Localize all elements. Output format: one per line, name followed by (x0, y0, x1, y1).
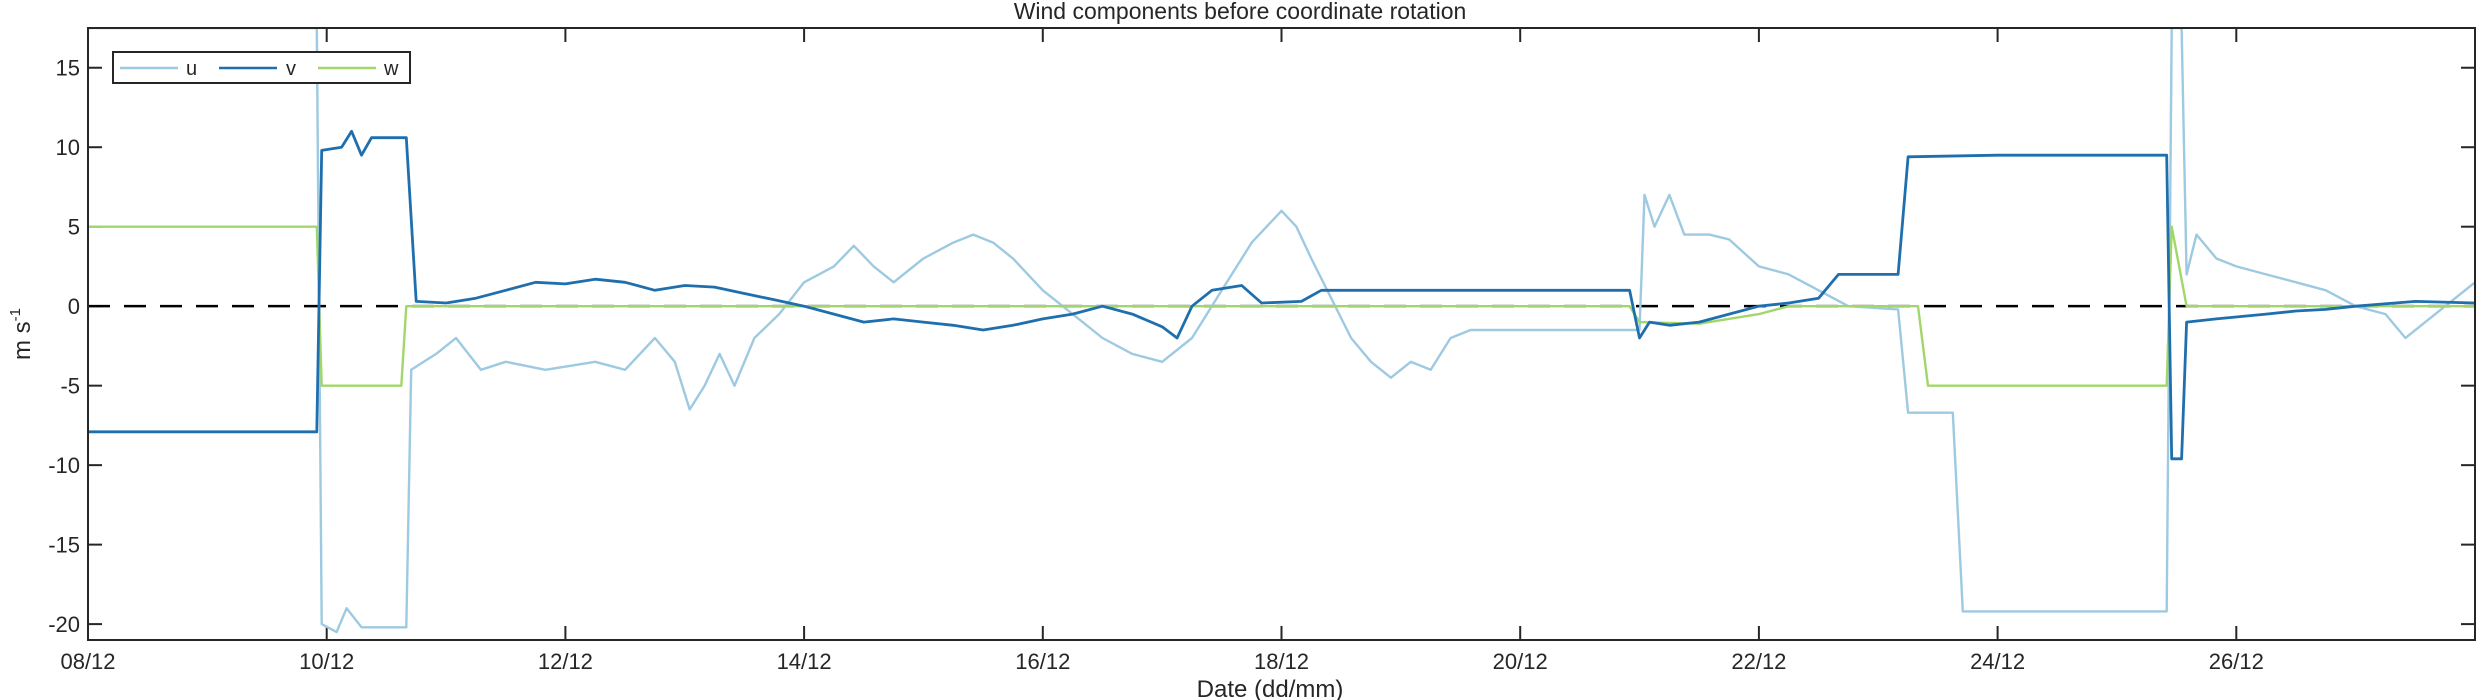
y-tick-label: 15 (56, 56, 80, 81)
axis-ticks (87, 28, 2475, 640)
legend: u v w (112, 51, 411, 84)
plot-frame (87, 27, 2476, 641)
series-layer (88, 28, 2475, 634)
x-tick-label: 14/12 (777, 649, 832, 674)
y-tick-label: -5 (60, 374, 80, 399)
y-tick-label: 5 (68, 215, 80, 240)
y-tick-label: 0 (68, 294, 80, 319)
legend-label-u: u (186, 58, 197, 80)
x-tick-label: 10/12 (299, 649, 354, 674)
y-axis-label: m s-1 (7, 308, 36, 360)
series-line-u (88, 28, 2475, 634)
y-tick-label: -20 (48, 612, 80, 637)
x-tick-label: 22/12 (1731, 649, 1786, 674)
legend-label-v: v (286, 58, 296, 80)
chart-title: Wind components before coordinate rotati… (1014, 0, 1467, 24)
y-tick-label: -10 (48, 453, 80, 478)
x-tick-label: 24/12 (1970, 649, 2025, 674)
x-tick-label: 18/12 (1254, 649, 1309, 674)
x-tick-label: 16/12 (1015, 649, 1070, 674)
y-axis-label-main: m s (9, 321, 36, 360)
y-tick-label: 10 (56, 135, 80, 160)
x-axis-label: Date (dd/mm) (1197, 676, 1344, 700)
y-axis-label-superscript: -1 (7, 308, 24, 321)
x-tick-label: 26/12 (2209, 649, 2264, 674)
y-tick-label: -15 (48, 533, 80, 558)
series-line-v (88, 129, 2475, 461)
x-tick-labels: 08/12 10/12 12/12 14/12 16/12 18/12 20/12 22/12… (60, 649, 2263, 674)
x-tick-label: 20/12 (1493, 649, 1548, 674)
legend-label-w: w (383, 58, 399, 80)
x-tick-label: 08/12 (60, 649, 115, 674)
x-tick-label: 12/12 (538, 649, 593, 674)
y-tick-labels: -20 -15 -10 -5 0 5 10 15 (48, 56, 80, 637)
